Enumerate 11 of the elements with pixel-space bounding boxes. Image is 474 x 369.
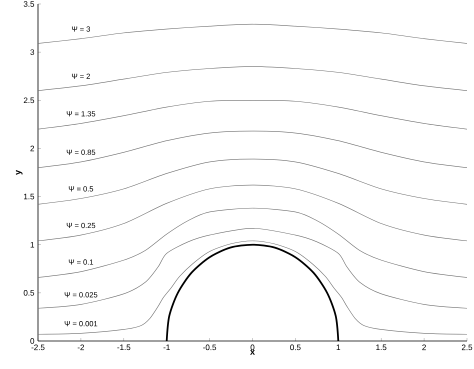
- line-series: [38, 158, 468, 205]
- line-series: [38, 228, 468, 309]
- line-series: [38, 24, 468, 44]
- line-series: [38, 208, 468, 278]
- line-series: [38, 130, 468, 168]
- y-axis-title: y: [16, 170, 23, 175]
- x-axis-title: x: [250, 350, 255, 355]
- line-series: [38, 66, 468, 91]
- line-series: [38, 240, 468, 335]
- line-series: [38, 100, 468, 130]
- line-series: [38, 184, 468, 242]
